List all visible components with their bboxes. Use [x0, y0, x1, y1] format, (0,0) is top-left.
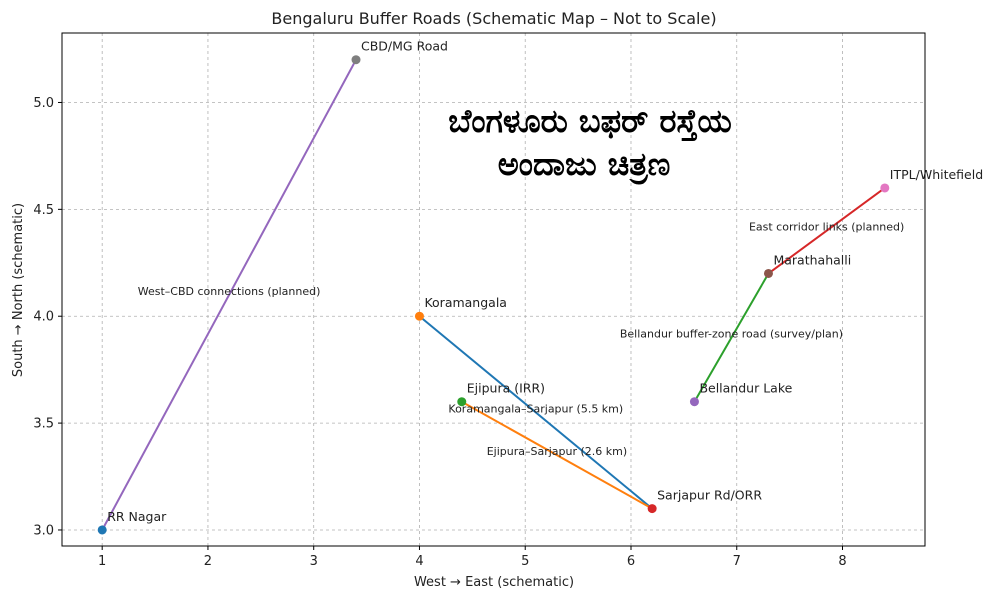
point-marker — [689, 397, 699, 407]
overlay-title-line-2: ಅಂದಾಜು ಚಿತ್ರಣ — [498, 145, 671, 185]
chart-title: Bengaluru Buffer Roads (Schematic Map – … — [271, 9, 716, 28]
x-tick-label: 6 — [627, 554, 635, 569]
series-line — [418, 315, 653, 510]
point-marker — [414, 311, 424, 321]
point-marker — [97, 525, 107, 535]
overlay-title-line-1: ಬೆಂಗಳೂರು ಬಫರ್ ರಸ್ತೆಯ — [448, 102, 731, 141]
grid — [62, 33, 925, 546]
point-label: Koramangala — [424, 295, 507, 310]
series-line — [767, 187, 886, 275]
x-axis-label: West → East (schematic) — [414, 575, 574, 590]
points — [97, 55, 890, 535]
point-label: Bellandur Lake — [699, 381, 792, 396]
series-label: Koramangala–Sarjapur (5.5 km) — [448, 402, 623, 415]
series-lines — [101, 59, 886, 531]
point-marker — [351, 55, 361, 65]
series-label: East corridor links (planned) — [749, 221, 904, 234]
y-tick-label: 4.0 — [33, 310, 54, 325]
series-line — [693, 272, 770, 403]
plot-frame — [61, 32, 926, 547]
series-line — [461, 400, 653, 510]
labels: Koramangala–Sarjapur (5.5 km) Ejipura–Sar… — [107, 39, 983, 524]
point-marker — [880, 183, 890, 193]
point-marker — [647, 504, 657, 514]
series-line — [101, 59, 357, 531]
point-label: ITPL/Whitefield — [890, 167, 983, 182]
y-axis-label: South → North (schematic) — [11, 203, 26, 377]
y-tick-label: 4.5 — [33, 203, 54, 218]
x-tick-label: 1 — [98, 554, 106, 569]
point-label: Marathahalli — [773, 252, 851, 267]
x-tick-label: 5 — [521, 554, 529, 569]
point-label: RR Nagar — [107, 509, 167, 524]
point-label: CBD/MG Road — [361, 39, 448, 54]
point-marker — [457, 397, 467, 407]
x-tick-label: 3 — [310, 554, 318, 569]
series-label: Ejipura–Sarjapur (2.6 km) — [487, 445, 627, 458]
point-label: Sarjapur Rd/ORR — [657, 488, 762, 503]
x-tick-label: 7 — [733, 554, 741, 569]
ticks: 1 2 3 4 5 6 7 8 3.0 3.5 4.0 4.5 5.0 — [33, 96, 846, 569]
series-label: West–CBD connections (planned) — [138, 285, 321, 298]
x-tick-label: 4 — [415, 554, 423, 569]
series-label: Bellandur buffer-zone road (survey/plan) — [620, 328, 843, 341]
point-label: Ejipura (IRR) — [467, 381, 545, 396]
y-tick-label: 5.0 — [33, 96, 54, 111]
point-marker — [763, 268, 773, 278]
y-tick-label: 3.0 — [33, 523, 54, 538]
x-tick-label: 2 — [204, 554, 212, 569]
x-tick-label: 8 — [838, 554, 846, 569]
y-tick-label: 3.5 — [33, 417, 54, 432]
